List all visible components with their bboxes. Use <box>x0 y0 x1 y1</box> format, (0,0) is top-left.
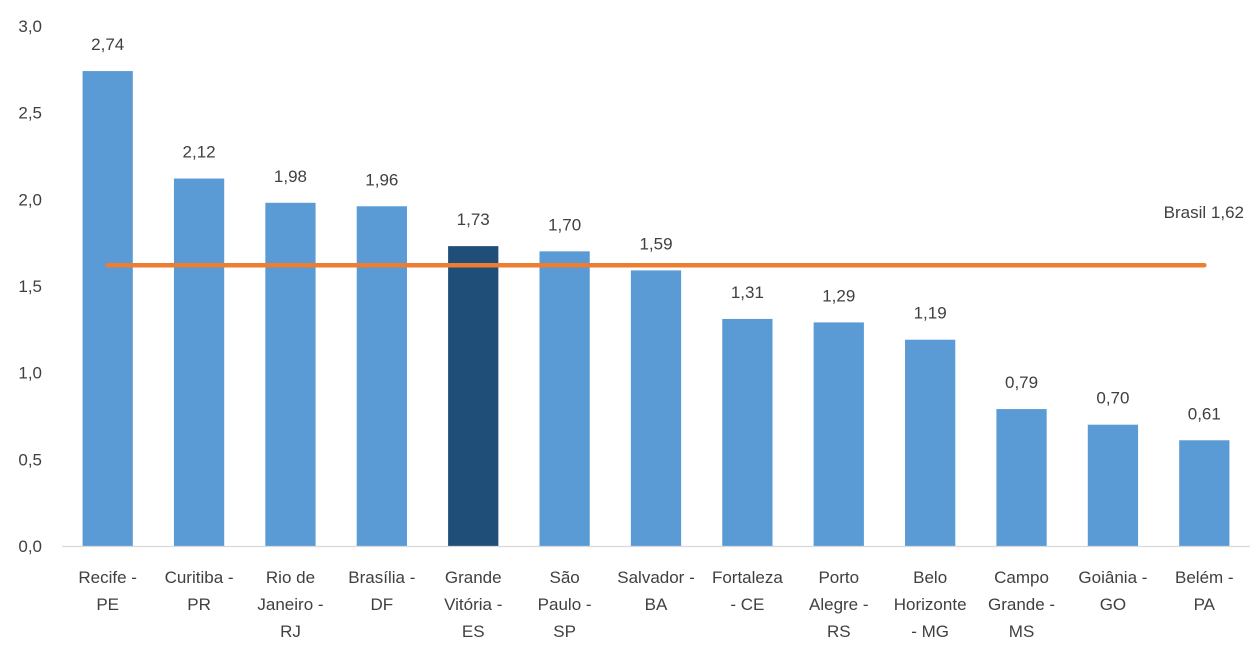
bar <box>82 71 133 547</box>
y-tick-label: 0,5 <box>18 450 42 469</box>
y-tick-label: 0,0 <box>18 537 42 556</box>
bar <box>448 246 499 546</box>
reference-line-group: Brasil 1,62 <box>105 203 1244 268</box>
data-label: 1,29 <box>822 286 855 305</box>
bar <box>630 270 682 546</box>
data-label: 1,73 <box>457 210 490 229</box>
bar <box>539 251 590 547</box>
category-label: Horizonte <box>894 595 967 614</box>
bar <box>173 178 225 547</box>
category-label: RS <box>827 622 851 641</box>
category-label: Grande - <box>988 595 1055 614</box>
y-tick-label: 2,0 <box>18 190 42 209</box>
category-label: Vitória - <box>444 595 502 614</box>
category-label: GO <box>1100 595 1126 614</box>
y-axis: 0,0 0,5 1,0 1,5 2,0 2,5 3,0 <box>18 17 42 556</box>
category-label: Curitiba - <box>165 568 234 587</box>
data-label: 0,70 <box>1096 389 1129 408</box>
category-label: Grande <box>445 568 502 587</box>
data-label: 1,59 <box>639 234 672 253</box>
category-label: Brasília - <box>348 568 415 587</box>
category-label: Janeiro - <box>257 595 323 614</box>
category-label: ES <box>462 622 485 641</box>
category-label: Rio de <box>266 568 315 587</box>
data-label: 1,96 <box>365 170 398 189</box>
category-label: São <box>549 568 579 587</box>
y-tick-label: 1,0 <box>18 364 42 383</box>
category-label: Campo <box>994 568 1049 587</box>
data-label: 1,70 <box>548 215 581 234</box>
bar <box>722 318 773 546</box>
category-label: Porto <box>818 568 859 587</box>
category-label: Belém - <box>1175 568 1234 587</box>
data-label: 1,31 <box>731 283 764 302</box>
category-label: - CE <box>730 595 764 614</box>
bar <box>1087 424 1139 546</box>
bar <box>996 409 1047 546</box>
category-label: Fortaleza <box>712 568 783 587</box>
category-label: Salvador - <box>617 568 694 587</box>
category-label: BA <box>645 595 668 614</box>
bar <box>265 202 316 547</box>
category-label: Goiânia - <box>1078 568 1147 587</box>
data-label: 0,79 <box>1005 373 1038 392</box>
data-label: 1,98 <box>274 167 307 186</box>
y-tick-label: 1,5 <box>18 277 42 296</box>
category-label: Alegre - <box>809 595 869 614</box>
data-label: 2,74 <box>91 35 124 54</box>
category-label: Belo <box>913 568 947 587</box>
y-tick-label: 2,5 <box>18 104 42 123</box>
data-label: 2,12 <box>183 143 216 162</box>
bar <box>356 206 407 546</box>
bars <box>82 71 1230 547</box>
data-label: 0,61 <box>1188 404 1221 423</box>
category-label: PE <box>96 595 119 614</box>
category-label: - MG <box>911 622 949 641</box>
category-label: Recife - <box>78 568 137 587</box>
category-label: MS <box>1009 622 1035 641</box>
y-tick-label: 3,0 <box>18 17 42 36</box>
category-label: PA <box>1194 595 1216 614</box>
data-label: 1,19 <box>914 304 947 323</box>
category-label: DF <box>371 595 394 614</box>
reference-line-label: Brasil 1,62 <box>1164 203 1244 222</box>
category-label: SP <box>553 622 576 641</box>
category-label: RJ <box>280 622 301 641</box>
x-axis: Recife - PE Curitiba - PR Rio de Janeiro - RJ B… <box>62 545 1250 641</box>
bar <box>1179 440 1230 546</box>
category-label: PR <box>187 595 211 614</box>
bar <box>905 339 956 546</box>
category-label: Paulo - <box>538 595 592 614</box>
data-labels: 2,74 2,12 1,98 1,96 1,73 1,70 1,59 1,31 1,29 1,19… <box>91 35 1221 423</box>
bar <box>813 322 864 546</box>
